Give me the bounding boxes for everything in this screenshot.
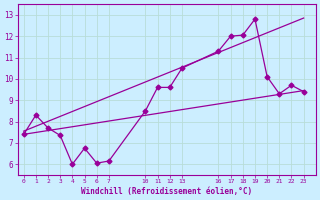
X-axis label: Windchill (Refroidissement éolien,°C): Windchill (Refroidissement éolien,°C) — [81, 187, 252, 196]
